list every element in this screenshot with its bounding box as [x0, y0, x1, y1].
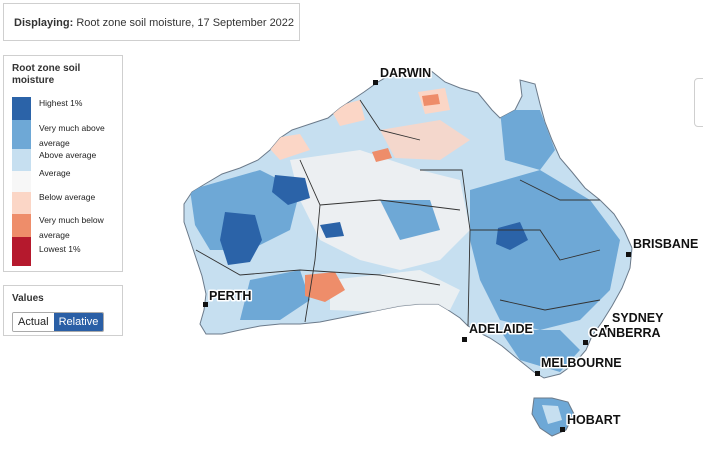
city-label-darwin: DARWIN — [380, 66, 431, 80]
brisbane-marker — [626, 252, 631, 257]
soil-moisture-overlay — [190, 88, 620, 372]
legend-swatch-below — [12, 192, 31, 214]
values-panel: Values Actual Relative — [3, 285, 123, 336]
city-label-brisbane: BRISBANE — [633, 237, 698, 251]
legend-label-lowest: Lowest 1% — [39, 244, 81, 254]
legend-label-very-much-above: Very much above average — [39, 123, 105, 148]
sydney-marker — [604, 325, 609, 330]
legend-panel: Root zone soil moisture Highest 1% Very … — [3, 55, 123, 272]
legend-swatch-above — [12, 149, 31, 171]
city-labels: DARWIN BRISBANE PERTH ADELAIDE SYDNEY CA… — [208, 65, 700, 429]
canberra-marker — [583, 340, 588, 345]
city-label-melbourne: MELBOURNE — [541, 356, 622, 370]
darwin-marker — [373, 80, 378, 85]
legend-label-average: Average — [39, 168, 71, 178]
legend-swatch-very-much-above — [12, 120, 31, 149]
relative-button[interactable]: Relative — [53, 313, 104, 331]
side-panel-button[interactable] — [694, 78, 703, 127]
tasmania-overlay — [542, 405, 562, 424]
values-toggle: Actual Relative — [12, 312, 105, 332]
legend-title: Root zone soil moisture — [12, 63, 81, 86]
legend-label-highest: Highest 1% — [39, 98, 83, 108]
actual-button[interactable]: Actual — [13, 313, 54, 331]
display-text: Root zone soil moisture, 17 September 20… — [76, 17, 295, 29]
city-label-adelaide: ADELAIDE — [469, 322, 533, 336]
legend-swatch-highest — [12, 97, 31, 120]
city-markers — [203, 80, 631, 432]
city-label-hobart: HOBART — [567, 413, 621, 427]
city-label-canberra: CANBERRA — [589, 326, 661, 340]
legend-swatch-very-much-below — [12, 214, 31, 237]
legend-label-very-much-below: Very much below average — [39, 215, 104, 240]
legend-label-above: Above average — [39, 150, 97, 160]
legend-label-below: Below average — [39, 192, 96, 202]
melbourne-marker — [535, 371, 540, 376]
city-label-perth: PERTH — [209, 289, 251, 303]
legend-swatch-average — [12, 171, 31, 192]
city-label-sydney: SYDNEY — [612, 311, 664, 325]
display-info: Displaying: Root zone soil moisture, 17 … — [3, 3, 300, 41]
perth-marker — [203, 302, 208, 307]
legend-swatch-lowest — [12, 237, 31, 266]
display-prefix: Displaying: — [14, 17, 74, 29]
hobart-marker — [560, 427, 565, 432]
values-title: Values — [12, 293, 44, 304]
adelaide-marker — [462, 337, 467, 342]
